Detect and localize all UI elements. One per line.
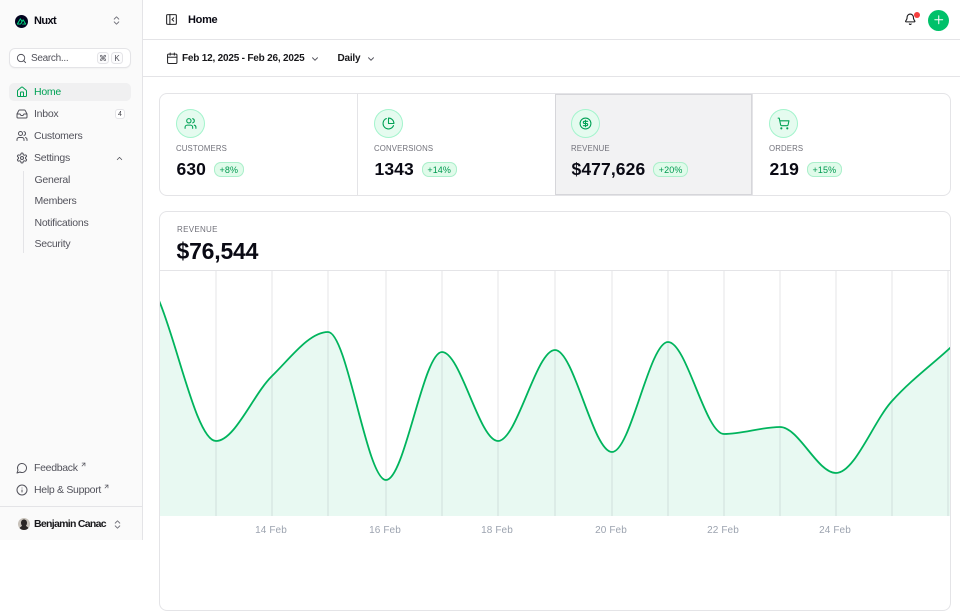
svg-text:18 Feb: 18 Feb <box>481 525 513 536</box>
svg-text:20 Feb: 20 Feb <box>595 525 627 536</box>
svg-text:14 Feb: 14 Feb <box>255 525 287 536</box>
svg-text:24 Feb: 24 Feb <box>819 525 851 536</box>
svg-text:16 Feb: 16 Feb <box>369 525 401 536</box>
svg-text:22 Feb: 22 Feb <box>707 525 739 536</box>
